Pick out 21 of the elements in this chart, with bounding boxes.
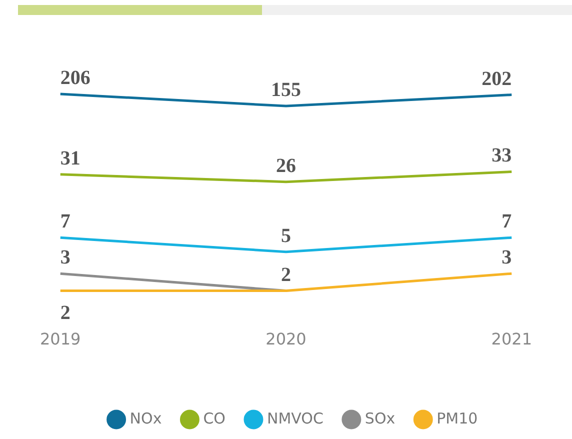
data-label: 3 xyxy=(60,246,70,269)
x-tick-label: 2021 xyxy=(491,330,532,349)
data-label: 155 xyxy=(271,79,301,102)
x-tick-label: 2019 xyxy=(40,330,81,349)
data-label: 2 xyxy=(281,264,291,286)
legend-label: SOx xyxy=(364,409,396,428)
legend-label: NMVOC xyxy=(266,409,324,428)
data-label: 3 xyxy=(502,246,512,269)
data-label: 31 xyxy=(60,147,80,170)
data-label: 33 xyxy=(492,144,512,167)
data-label: 26 xyxy=(276,154,296,177)
legend-label: CO xyxy=(203,409,226,428)
data-label: 7 xyxy=(60,210,70,233)
x-tick-label: 2020 xyxy=(266,330,306,349)
data-label: 206 xyxy=(60,66,90,89)
data-label: 2 xyxy=(60,302,70,324)
data-label: 7 xyxy=(502,210,512,233)
legend-label: NOx xyxy=(130,409,162,428)
data-label: 5 xyxy=(281,224,291,247)
legend-label: PM10 xyxy=(436,409,478,428)
data-label: 202 xyxy=(482,68,512,90)
